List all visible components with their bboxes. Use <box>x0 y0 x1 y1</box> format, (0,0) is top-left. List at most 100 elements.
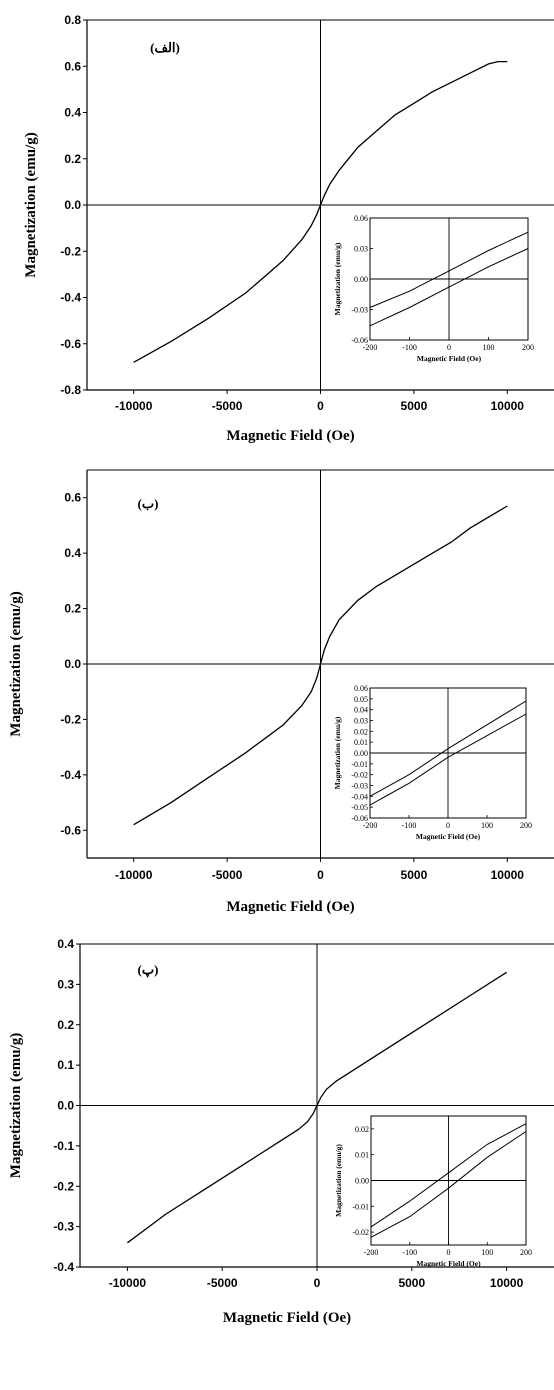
inset-y-tick-label: 0.01 <box>355 1151 369 1160</box>
inset-x-tick-label: 0 <box>446 821 450 830</box>
inset-x-tick-label: 100 <box>481 821 493 830</box>
inset-y-tick-label: 0.02 <box>355 1125 369 1134</box>
panel-label: (ب) <box>138 496 159 511</box>
panel-label: (الف) <box>150 40 180 55</box>
inset-x-tick-label: -100 <box>402 1248 417 1257</box>
x-tick-label: 0 <box>317 868 324 882</box>
y-tick-label: 0.6 <box>64 491 81 505</box>
inset-y-axis-title: Magnetization (emu/g) <box>333 242 342 315</box>
inset-x-tick-label: 100 <box>483 343 495 352</box>
inset-y-axis-title: Magnetization (emu/g) <box>334 1144 343 1217</box>
inset-x-tick-label: -100 <box>402 343 417 352</box>
inset-x-tick-label: -200 <box>363 821 378 830</box>
x-tick-label: -10000 <box>109 1276 147 1290</box>
inset-y-tick-label: 0.01 <box>354 738 368 747</box>
inset-x-tick-label: 200 <box>522 343 534 352</box>
inset-y-tick-label: 0.04 <box>354 706 368 715</box>
inset-y-tick-label: -0.01 <box>352 1202 369 1211</box>
y-axis-title: Magnetization (emu/g) <box>8 591 24 736</box>
x-tick-label: 0 <box>317 399 324 413</box>
x-tick-label: -5000 <box>212 399 243 413</box>
inset-x-tick-label: 0 <box>447 1248 451 1257</box>
y-tick-label: 0.3 <box>57 977 74 991</box>
inset-loop-branch <box>369 700 527 797</box>
panel-label: (پ) <box>138 962 159 978</box>
y-tick-label: -0.2 <box>60 244 81 258</box>
y-tick-label: -0.6 <box>60 823 81 837</box>
x-tick-label: 10000 <box>491 399 525 413</box>
inset-x-tick-label: -100 <box>402 821 417 830</box>
inset-x-tick-label: 200 <box>520 821 532 830</box>
y-tick-label: -0.2 <box>60 712 81 726</box>
inset-y-tick-label: -0.06 <box>351 336 368 345</box>
inset-y-tick-label: -0.02 <box>351 771 368 780</box>
y-tick-label: 0.2 <box>57 1018 74 1032</box>
x-axis-title: Magnetic Field (Oe) <box>226 428 354 444</box>
y-axis-title: Magnetization (emu/g) <box>8 1033 24 1178</box>
inset-y-axis-title: Magnetization (emu/g) <box>333 716 342 789</box>
x-tick-label: -5000 <box>207 1276 238 1290</box>
y-tick-label: -0.6 <box>60 337 81 351</box>
inset-x-axis-title: Magnetic Field (Oe) <box>416 1259 481 1268</box>
y-tick-label: 0.8 <box>64 13 81 27</box>
inset-x-axis-title: Magnetic Field (Oe) <box>416 832 481 841</box>
inset-y-tick-label: -0.02 <box>352 1228 369 1237</box>
inset-x-axis-title: Magnetic Field (Oe) <box>417 354 482 363</box>
inset-y-tick-label: 0.05 <box>354 695 368 704</box>
inset-loop-branch <box>370 1131 527 1238</box>
inset-x-tick-label: 0 <box>447 343 451 352</box>
y-tick-label: 0.4 <box>57 937 74 951</box>
x-tick-label: -5000 <box>212 868 243 882</box>
inset-y-tick-label: 0.00 <box>354 749 368 758</box>
inset-y-tick-label: -0.04 <box>351 792 368 801</box>
x-tick-label: 10000 <box>491 868 525 882</box>
inset-loop-branch <box>369 713 527 806</box>
inset-y-tick-label: 0.00 <box>354 275 368 284</box>
inset-y-tick-label: 0.00 <box>355 1177 369 1186</box>
y-tick-label: 0.4 <box>64 106 81 120</box>
inset-y-tick-label: -0.03 <box>351 306 368 315</box>
x-tick-label: 5000 <box>401 868 428 882</box>
inset-loop-branch <box>370 1123 527 1228</box>
inset-x-tick-label: -200 <box>363 343 378 352</box>
x-tick-label: 5000 <box>398 1276 425 1290</box>
y-tick-label: -0.4 <box>60 291 81 305</box>
y-tick-label: 0.2 <box>64 602 81 616</box>
inset-loop-branch <box>369 248 529 327</box>
x-tick-label: 0 <box>314 1276 321 1290</box>
x-axis-title: Magnetic Field (Oe) <box>223 1310 351 1326</box>
y-axis-title: Magnetization (emu/g) <box>23 132 39 277</box>
inset-y-tick-label: 0.06 <box>354 684 368 693</box>
inset-x-tick-label: 200 <box>520 1248 532 1257</box>
y-tick-label: -0.4 <box>60 768 81 782</box>
inset-y-tick-label: 0.03 <box>354 717 368 726</box>
inset-y-tick-label: 0.06 <box>354 214 368 223</box>
inset-y-tick-label: -0.01 <box>351 760 368 769</box>
inset-loop-branch <box>369 231 529 308</box>
y-tick-label: -0.1 <box>53 1139 74 1153</box>
inset-y-tick-label: -0.03 <box>351 782 368 791</box>
x-tick-label: -10000 <box>115 399 153 413</box>
y-tick-label: -0.8 <box>60 383 81 397</box>
x-axis-title: Magnetic Field (Oe) <box>226 899 354 915</box>
y-tick-label: -0.4 <box>53 1260 74 1274</box>
hysteresis-curve <box>127 971 507 1244</box>
inset-y-tick-label: 0.02 <box>354 727 368 736</box>
y-tick-label: -0.2 <box>53 1179 74 1193</box>
x-tick-label: 10000 <box>490 1276 524 1290</box>
y-tick-label: 0.1 <box>57 1058 74 1072</box>
hysteresis-curve <box>133 505 508 826</box>
y-tick-label: 0.6 <box>64 59 81 73</box>
x-tick-label: -10000 <box>115 868 153 882</box>
y-tick-label: 0.0 <box>57 1099 74 1113</box>
y-tick-label: 0.4 <box>64 546 81 560</box>
inset-y-tick-label: 0.03 <box>354 245 368 254</box>
y-tick-label: 0.0 <box>64 657 81 671</box>
y-tick-label: 0.0 <box>64 198 81 212</box>
inset-y-tick-label: -0.05 <box>351 803 368 812</box>
y-tick-label: 0.2 <box>64 152 81 166</box>
inset-x-tick-label: -200 <box>364 1248 379 1257</box>
x-tick-label: 5000 <box>401 399 428 413</box>
